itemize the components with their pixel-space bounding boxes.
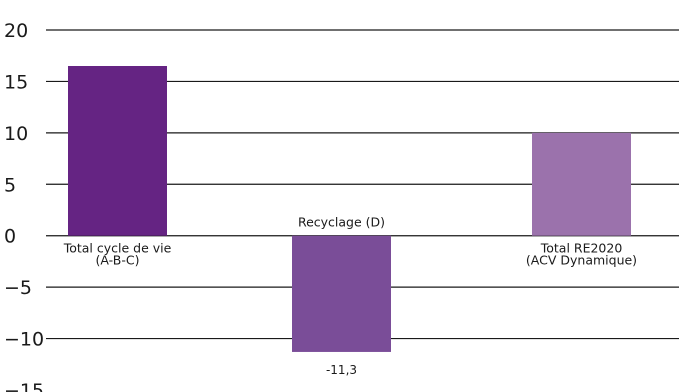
category-label: (A-B-C) [96, 253, 140, 268]
y-tick-label: −5 [4, 277, 32, 299]
bars [68, 66, 631, 352]
bar [532, 132, 631, 236]
y-axis-tick-labels: 20 15 10 5 0 −5 −10 −15 [4, 20, 44, 392]
y-tick-label: 15 [4, 71, 28, 93]
category-label: (ACV Dynamique) [526, 253, 637, 268]
y-tick-label: 20 [4, 20, 28, 42]
y-tick-label: 10 [4, 123, 28, 145]
category-labels: Total cycle de vie(A-B-C) Recyclage (D) To… [63, 215, 637, 268]
y-tick-label: −15 [4, 380, 44, 392]
category-label: Total cycle de vie [63, 241, 172, 256]
data-labels: -11,3 [326, 363, 357, 377]
y-tick-label: 5 [4, 174, 16, 196]
bar [68, 66, 167, 236]
y-tick-label: 0 [4, 226, 16, 248]
data-label: -11,3 [326, 363, 357, 377]
bar [292, 235, 391, 352]
category-label: Total RE2020 [540, 241, 623, 256]
category-label: Recyclage (D) [298, 215, 385, 230]
y-tick-label: −10 [4, 329, 44, 351]
